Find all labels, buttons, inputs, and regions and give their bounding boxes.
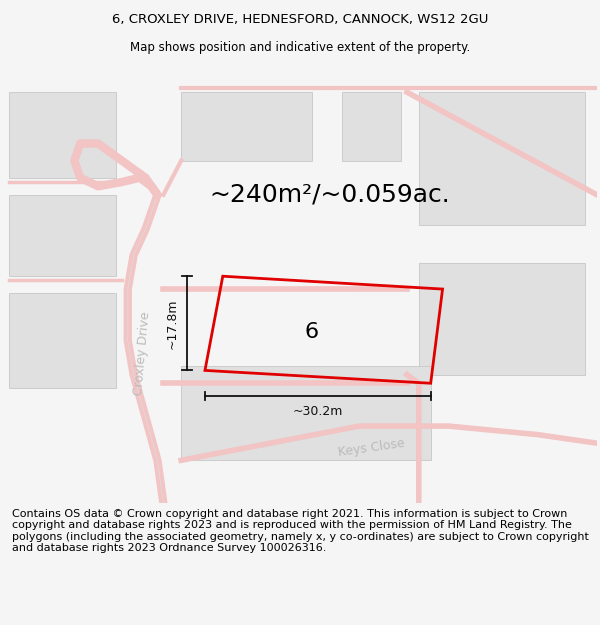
Bar (181, 366, 431, 460)
Bar (419, 92, 585, 225)
Text: 6: 6 (305, 322, 319, 342)
Bar (9, 293, 116, 388)
Text: Keys Close: Keys Close (337, 436, 406, 459)
Bar (181, 92, 312, 161)
Text: Croxley Drive: Croxley Drive (133, 311, 153, 396)
Text: Contains OS data © Crown copyright and database right 2021. This information is : Contains OS data © Crown copyright and d… (12, 509, 589, 553)
Text: ~17.8m: ~17.8m (165, 298, 178, 349)
Text: ~240m²/~0.059ac.: ~240m²/~0.059ac. (209, 183, 450, 207)
Bar (419, 263, 585, 374)
Text: 6, CROXLEY DRIVE, HEDNESFORD, CANNOCK, WS12 2GU: 6, CROXLEY DRIVE, HEDNESFORD, CANNOCK, W… (112, 13, 488, 26)
Bar (9, 195, 116, 276)
Text: Map shows position and indicative extent of the property.: Map shows position and indicative extent… (130, 41, 470, 54)
Bar (9, 92, 116, 178)
Text: ~30.2m: ~30.2m (293, 404, 343, 418)
Bar (341, 92, 401, 161)
